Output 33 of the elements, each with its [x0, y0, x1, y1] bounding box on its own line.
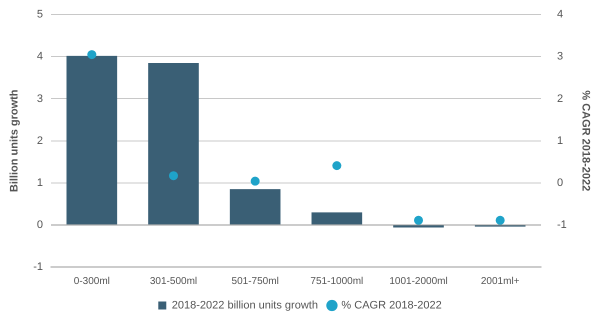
y2-tick-label: 0 — [557, 176, 564, 189]
y2-tick-label: 1 — [557, 134, 564, 147]
y2-axis-title: % CAGR 2018-2022 — [579, 90, 592, 192]
x-tick-label: 2001ml+ — [480, 276, 520, 287]
y2-tick-label: 3 — [557, 50, 564, 63]
y-tick-label: 3 — [36, 92, 43, 105]
y-tick-label: 5 — [36, 8, 43, 21]
point — [414, 216, 424, 225]
bar — [66, 56, 118, 224]
y-axis-title: Billion units growth — [8, 89, 21, 192]
y-tick-label: -1 — [33, 261, 43, 274]
bar — [312, 212, 362, 224]
bar — [148, 62, 199, 224]
x-tick-label: 751-1000ml — [310, 276, 364, 287]
y-tick-label: 0 — [36, 218, 43, 231]
x-tick-label: 501-750ml — [232, 276, 279, 287]
x-tick-label: 301-500ml — [150, 276, 198, 287]
point — [168, 171, 178, 180]
y-tick-label: 2 — [36, 134, 43, 147]
point — [87, 50, 96, 60]
y2-tick-label: -1 — [557, 218, 567, 231]
x-tick-label: 1001-2000ml — [389, 276, 448, 287]
legend-label: % CAGR 2018-2022 — [341, 300, 442, 312]
y-tick-label: 4 — [36, 50, 43, 63]
bar — [230, 189, 280, 224]
point — [332, 161, 342, 170]
legend-label: 2018-2022 billion units growth — [172, 300, 318, 312]
point — [250, 176, 260, 186]
y2-tick-label: 2 — [557, 92, 564, 105]
x-tick-label: 0-300ml — [74, 276, 110, 287]
y-tick-label: 1 — [36, 176, 43, 189]
y2-tick-label: 4 — [557, 8, 564, 21]
point — [496, 216, 505, 225]
